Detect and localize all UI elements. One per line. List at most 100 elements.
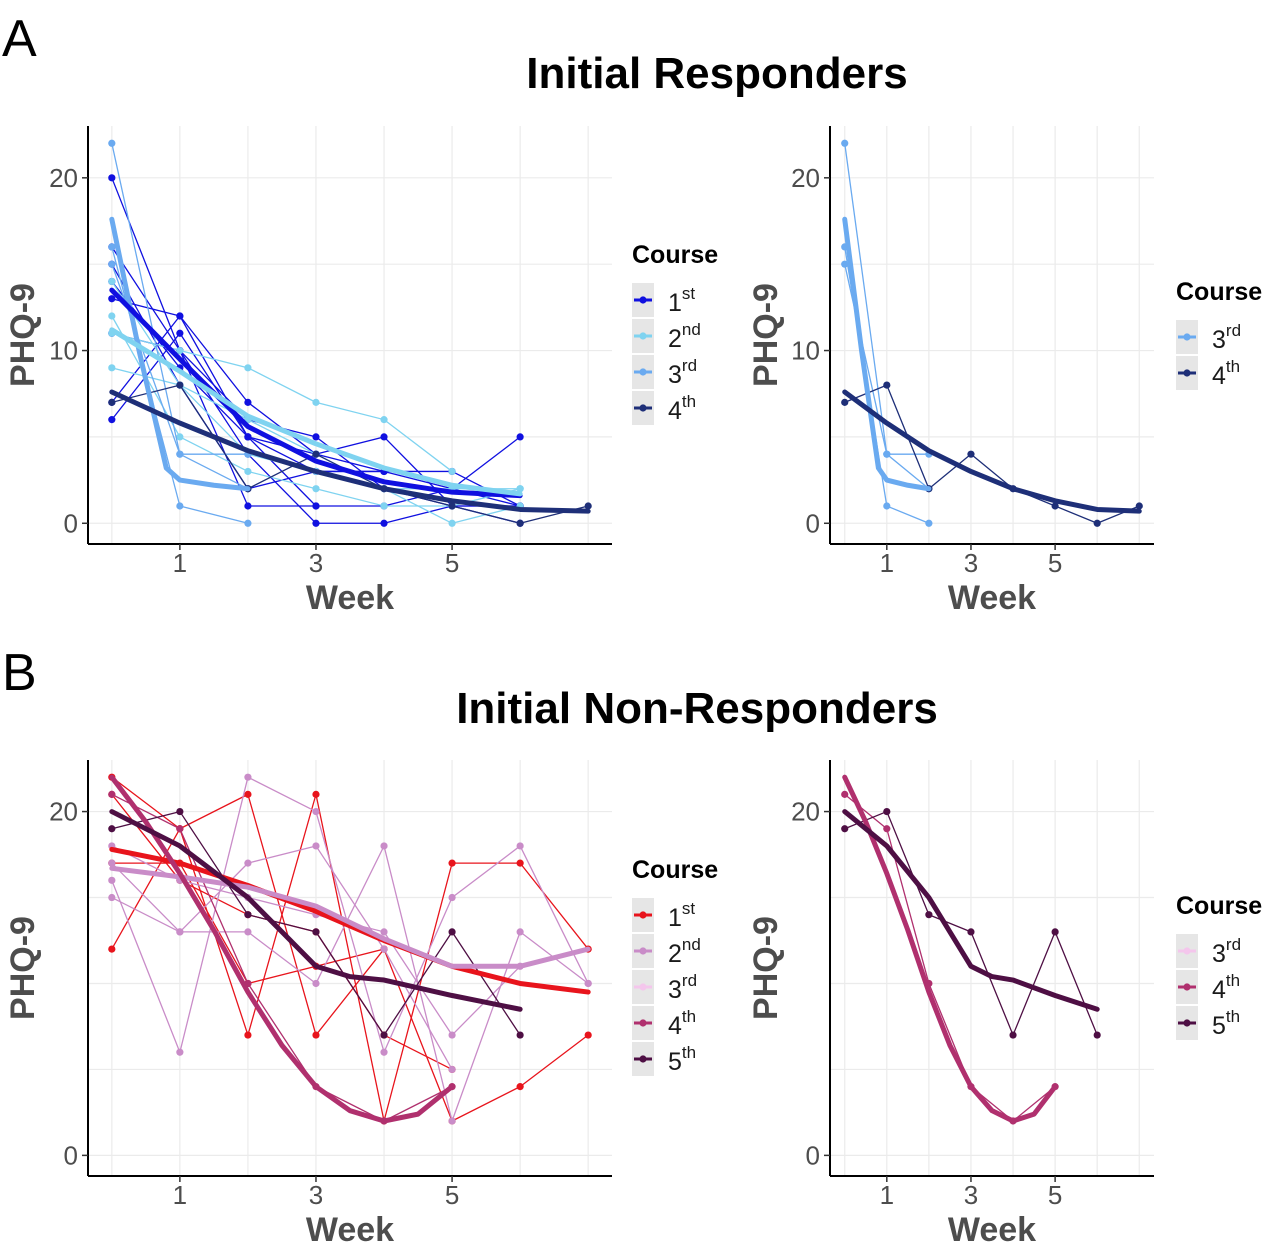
legend-label-base: 3 bbox=[668, 976, 682, 1004]
x-tick-label: 3 bbox=[309, 548, 323, 578]
series-point-2nd bbox=[380, 1048, 388, 1056]
legend-label-sup: st bbox=[682, 284, 696, 303]
series-point-4th bbox=[108, 790, 116, 798]
y-tick-label: 0 bbox=[806, 1140, 820, 1170]
legend-label-base: 2 bbox=[668, 325, 682, 353]
legend-key-point bbox=[1183, 1019, 1191, 1027]
legend-title: Course bbox=[1176, 892, 1262, 920]
series-point-2nd bbox=[380, 416, 388, 424]
y-tick-label: 0 bbox=[806, 508, 820, 538]
x-tick-label: 3 bbox=[964, 548, 978, 578]
legend-label-base: 3 bbox=[668, 361, 682, 389]
series-point-5th bbox=[176, 807, 184, 816]
legend-label-base: 4 bbox=[668, 397, 682, 425]
series-point-1st bbox=[380, 519, 388, 527]
series-point-5th bbox=[312, 928, 320, 936]
trend-line-4th bbox=[842, 774, 1058, 1124]
plot-area bbox=[108, 773, 592, 1125]
y-tick-label: 0 bbox=[64, 1140, 78, 1170]
series-point-5th bbox=[1009, 1031, 1017, 1039]
series-point-3rd bbox=[108, 260, 116, 268]
series-point-1st bbox=[584, 1031, 592, 1039]
series-point-5th bbox=[925, 911, 933, 919]
series-point-3rd bbox=[841, 260, 849, 268]
trend-line-4th bbox=[842, 389, 1142, 514]
series-point-1st bbox=[516, 1083, 524, 1091]
series-point-2nd bbox=[244, 859, 252, 867]
series-point-1st bbox=[312, 502, 320, 510]
series-point-5th bbox=[108, 825, 116, 833]
series-line-4th bbox=[111, 793, 453, 1122]
series-point-2nd bbox=[448, 1065, 456, 1074]
series-point-5th bbox=[883, 807, 891, 816]
series-point-5th bbox=[841, 825, 849, 833]
series-point-4th bbox=[883, 381, 891, 389]
legend-key-point bbox=[639, 1019, 647, 1027]
y-tick-label: 20 bbox=[49, 163, 78, 193]
legend-key-point bbox=[639, 911, 647, 919]
trend-line-4th bbox=[109, 389, 591, 514]
series-point-2nd bbox=[380, 502, 388, 510]
legend-label-sup: rd bbox=[1226, 935, 1241, 954]
series-point-1st bbox=[176, 312, 184, 320]
y-tick-label: 20 bbox=[791, 163, 820, 193]
x-tick-label: 1 bbox=[880, 548, 894, 578]
legend-label-4th: 4th bbox=[668, 392, 696, 425]
series-point-2nd bbox=[380, 842, 388, 850]
legend-label-1st: 1st bbox=[668, 899, 695, 932]
legend-label-sup: rd bbox=[682, 356, 697, 375]
x-axis-title: Week bbox=[306, 579, 394, 617]
trend-line-3rd bbox=[842, 216, 932, 492]
series-point-2nd bbox=[312, 485, 320, 493]
series-point-4th bbox=[841, 398, 849, 406]
legend-label-sup: rd bbox=[1226, 321, 1241, 340]
x-tick-label: 5 bbox=[1048, 1180, 1062, 1210]
series-point-2nd bbox=[380, 945, 388, 953]
x-tick-label: 1 bbox=[173, 1180, 187, 1210]
y-tick-label: 10 bbox=[49, 336, 78, 366]
legend-label-3rd: 3rd bbox=[668, 971, 697, 1004]
x-tick-label: 1 bbox=[880, 1180, 894, 1210]
series-point-1st bbox=[244, 433, 252, 441]
series-point-5th bbox=[1093, 1031, 1101, 1039]
trend-line-2nd bbox=[109, 865, 591, 969]
series-point-3rd bbox=[108, 243, 116, 251]
legend-label-sup: st bbox=[682, 899, 696, 918]
x-tick-label: 3 bbox=[964, 1180, 978, 1210]
x-axis-title: Week bbox=[948, 1211, 1036, 1249]
legend-label-sup: th bbox=[682, 1007, 696, 1026]
series-point-2nd bbox=[176, 928, 184, 936]
series-point-2nd bbox=[448, 467, 456, 476]
series-point-1st bbox=[312, 519, 320, 527]
series-point-1st bbox=[176, 329, 184, 337]
trend-line-5th bbox=[109, 809, 523, 1012]
panel-a-title: Initial Responders bbox=[526, 49, 907, 98]
series-point-4th bbox=[1093, 519, 1101, 527]
legend: Course 3rd 4th bbox=[1176, 278, 1262, 390]
series-point-1st bbox=[108, 295, 116, 303]
legend-label-sup: th bbox=[682, 1043, 696, 1062]
legend-label-base: 4 bbox=[1212, 362, 1226, 390]
series-point-2nd bbox=[108, 876, 116, 884]
series-point-2nd bbox=[108, 893, 116, 902]
legend-label-base: 1 bbox=[668, 904, 682, 932]
series-line-1st bbox=[111, 793, 589, 1122]
series-point-5th bbox=[244, 911, 252, 919]
trend-line-5th bbox=[842, 809, 1100, 1012]
series-point-2nd bbox=[516, 928, 524, 936]
series-point-3rd bbox=[108, 139, 116, 147]
legend-key-point bbox=[639, 983, 647, 991]
series-point-1st bbox=[380, 433, 388, 441]
legend-label-2nd: 2nd bbox=[668, 935, 701, 968]
panel-b-title: Initial Non-Responders bbox=[456, 684, 938, 733]
series-point-1st bbox=[108, 416, 116, 424]
y-tick-label: 0 bbox=[64, 508, 78, 538]
legend-key-point bbox=[1183, 333, 1191, 341]
legend-key-point bbox=[639, 947, 647, 955]
series-point-2nd bbox=[176, 433, 184, 441]
legend-label-sup: th bbox=[1226, 971, 1240, 990]
